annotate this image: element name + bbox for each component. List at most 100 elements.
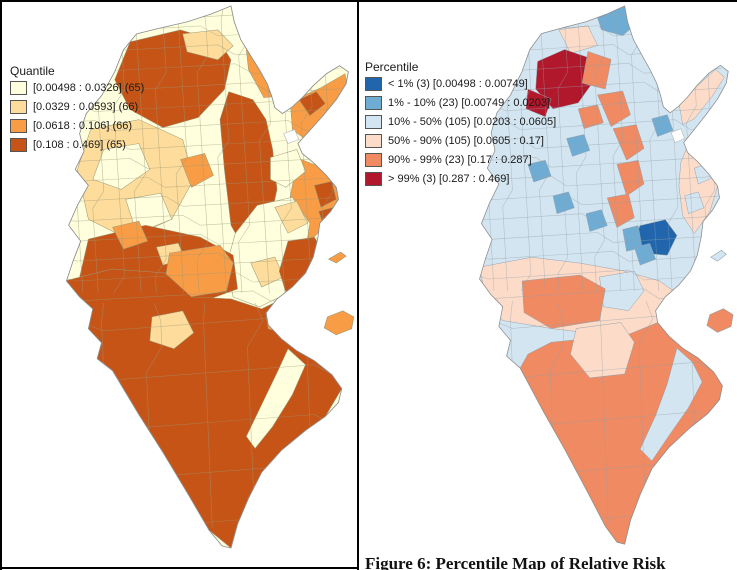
district-borders (612, 5, 624, 291)
district-borders (492, 361, 722, 379)
district-borders (479, 175, 722, 187)
district-patch (535, 49, 594, 110)
district-borders (81, 364, 341, 381)
district-patch (701, 142, 722, 163)
legend-swatch (365, 76, 382, 91)
legend-swatch (365, 114, 382, 129)
district-borders (479, 100, 722, 112)
percentile-legend-title: Percentile (365, 60, 419, 74)
lake (670, 128, 686, 143)
country-outline (479, 5, 729, 545)
district-borders (479, 232, 722, 243)
kerkennah-island (710, 249, 727, 262)
left-border (0, 0, 2, 570)
legend-swatch (365, 95, 382, 110)
legend-label: 90% - 99% (23) [0.17 : 0.287] (388, 153, 532, 166)
district-patch (66, 268, 344, 549)
legend-row: 10% - 50% (105) [0.0203 : 0.0605] (365, 114, 557, 129)
legend-row: [0.0329 : 0.0593] (66) (10, 99, 144, 114)
country-outline (65, 5, 349, 549)
district-patch (246, 348, 306, 449)
district-borders (154, 5, 167, 293)
quantile-legend: Quantile [0.00498 : 0.0326] (65) [0.0329… (10, 64, 144, 157)
district-borders (66, 158, 341, 169)
district-patch (678, 68, 725, 126)
district-borders (134, 5, 146, 293)
district-patch (265, 306, 300, 334)
district-borders (479, 6, 722, 18)
district-patch (659, 300, 689, 329)
legend-row: [0.00498 : 0.0326] (65) (10, 80, 144, 95)
panel-divider (357, 0, 359, 570)
district-patch (597, 90, 631, 128)
district-borders (66, 6, 341, 18)
legend-row: < 1% (3) [0.00498 : 0.00749] (365, 76, 556, 91)
lake (633, 27, 655, 44)
legend-label: 1% - 10% (23) [0.00749 : 0.0203] (388, 96, 551, 109)
district-borders (479, 194, 722, 206)
district-borders (66, 214, 341, 226)
district-patch (585, 209, 608, 232)
district-borders (575, 5, 587, 291)
district-borders (203, 302, 213, 529)
district-borders (66, 233, 341, 245)
district-patch (291, 316, 315, 338)
district-borders (66, 195, 341, 207)
percentile-legend: Percentile < 1% (3) [0.00498 : 0.00749] … (365, 60, 556, 191)
district-borders (175, 5, 188, 293)
left-panel-bottom-border (0, 567, 357, 569)
legend-label: [0.0329 : 0.0593] (66) (33, 100, 139, 113)
district-borders (557, 5, 568, 291)
legend-row: 90% - 99% (23) [0.17 : 0.287] (365, 152, 556, 167)
percentile-map-panel: Percentile < 1% (3) [0.00498 : 0.00749] … (359, 0, 737, 570)
figure-caption: Figure 6: Percentile Map of Relative Ris… (365, 554, 666, 570)
district-borders (600, 300, 609, 525)
legend-label: 50% - 90% (105) [0.0605 : 0.17] (388, 134, 544, 147)
legend-row: [0.0618 : 0.106] (66) (10, 118, 144, 133)
kerkennah-island (327, 251, 347, 264)
district-borders (631, 5, 642, 291)
district-borders (479, 213, 722, 224)
legend-label: [0.0618 : 0.106] (66) (33, 119, 133, 132)
legend-swatch (365, 171, 382, 186)
quantile-choropleth-map (65, 5, 355, 549)
district-borders (217, 5, 230, 293)
district-borders (66, 177, 341, 188)
legend-swatch (10, 99, 27, 114)
top-border (0, 0, 737, 2)
legend-row: [0.108 : 0.469] (65) (10, 137, 144, 152)
lake (283, 129, 300, 144)
legend-label: < 1% (3) [0.00498 : 0.00749] (388, 77, 528, 90)
district-borders (66, 271, 341, 283)
district-patch (318, 206, 339, 232)
district-borders (196, 5, 209, 293)
legend-swatch (10, 137, 27, 152)
district-patch (180, 153, 214, 188)
district-borders (238, 5, 250, 293)
district-patch (606, 193, 635, 228)
legend-label: > 99% (3) [0.287 : 0.469] (388, 172, 510, 185)
djerba-island (323, 310, 355, 336)
district-borders (594, 5, 605, 291)
district-patch (182, 29, 234, 61)
district-patch (570, 322, 635, 379)
legend-label: [0.108 : 0.469] (65) (33, 138, 126, 151)
district-borders (539, 5, 550, 291)
legend-swatch (365, 152, 382, 167)
djerba-island (706, 308, 734, 333)
district-patch (552, 191, 575, 215)
lake (241, 27, 265, 45)
legend-swatch (10, 118, 27, 133)
legend-swatch (10, 80, 27, 95)
legend-label: 10% - 50% (105) [0.0203 : 0.0605] (388, 115, 557, 128)
legend-row: > 99% (3) [0.287 : 0.469] (365, 171, 556, 186)
quantile-legend-title: Quantile (10, 64, 55, 78)
legend-row: 1% - 10% (23) [0.00749 : 0.0203] (365, 95, 556, 110)
district-patch (639, 347, 703, 462)
legend-swatch (365, 133, 382, 148)
legend-row: 50% - 90% (105) [0.0605 : 0.17] (365, 133, 556, 148)
district-patch (525, 88, 552, 118)
district-patch (313, 181, 337, 208)
district-borders (704, 5, 715, 291)
